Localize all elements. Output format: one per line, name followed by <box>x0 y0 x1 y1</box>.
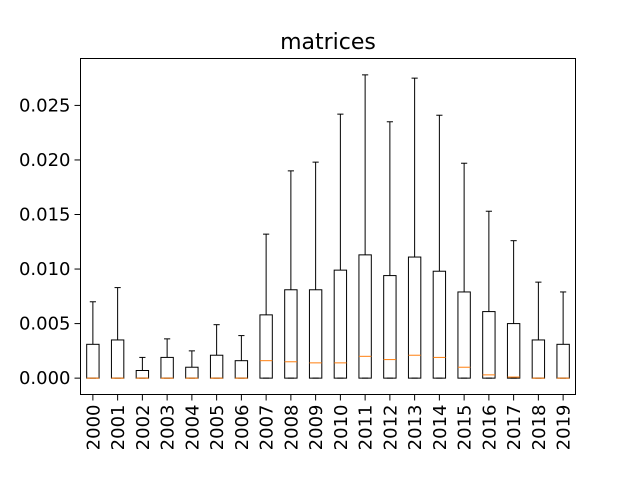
x-tick-label: 2008 <box>281 405 302 451</box>
plot-frame <box>80 58 576 395</box>
box <box>383 275 397 379</box>
box <box>284 289 298 379</box>
y-tick-label: 0.010 <box>19 259 71 280</box>
box <box>308 289 323 379</box>
x-tick-label: 2009 <box>306 405 327 451</box>
box <box>407 256 422 379</box>
x-tick-label: 2004 <box>182 405 203 451</box>
x-tick-label: 2010 <box>331 405 352 451</box>
x-tick-label: 2011 <box>356 405 377 451</box>
x-tick-label: 2006 <box>232 405 253 451</box>
x-tick-label: 2018 <box>529 405 550 451</box>
box <box>457 291 471 379</box>
chart-title: matrices <box>280 30 376 55</box>
y-tick-label: 0.015 <box>19 205 71 226</box>
x-tick-label: 2005 <box>207 405 228 451</box>
x-tick-label: 2002 <box>133 405 154 451</box>
y-tick-label: 0.020 <box>19 150 71 171</box>
x-tick-label: 2013 <box>405 405 426 451</box>
x-tick-label: 2015 <box>455 405 476 451</box>
x-tick-label: 2003 <box>158 405 179 451</box>
y-tick-label: 0.000 <box>19 368 71 389</box>
x-tick-label: 2014 <box>430 405 451 451</box>
box <box>259 314 273 379</box>
x-tick-label: 2017 <box>504 405 525 451</box>
x-tick-label: 2001 <box>108 405 129 451</box>
x-tick-label: 2019 <box>554 405 575 451</box>
x-tick-label: 2007 <box>257 405 278 451</box>
x-tick-label: 2016 <box>479 405 500 451</box>
box <box>506 323 521 379</box>
x-tick-label: 2012 <box>380 405 401 451</box>
y-tick-label: 0.005 <box>19 314 71 335</box>
box <box>432 270 447 379</box>
box <box>333 269 348 379</box>
box <box>482 311 496 379</box>
box <box>358 254 372 379</box>
y-tick-label: 0.025 <box>19 95 71 116</box>
x-tick-label: 2000 <box>83 405 104 451</box>
